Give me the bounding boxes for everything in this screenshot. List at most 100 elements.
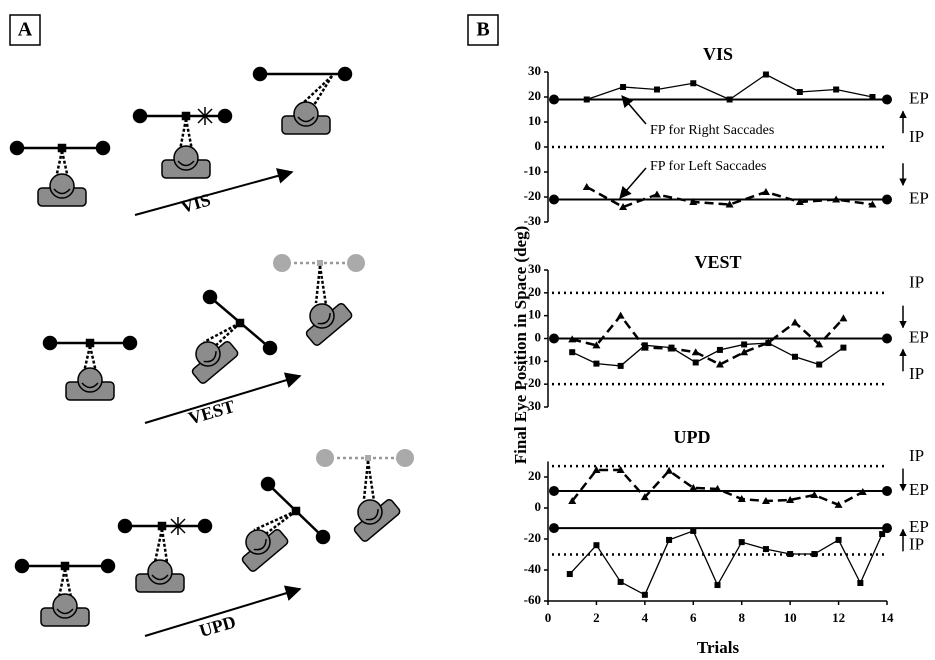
side-label: IP bbox=[909, 273, 924, 292]
side-label: EP bbox=[909, 517, 929, 536]
marker bbox=[568, 497, 577, 505]
marker bbox=[713, 484, 722, 492]
marker bbox=[640, 493, 649, 501]
y-tick-label: 20 bbox=[528, 468, 541, 483]
fixation-point bbox=[549, 194, 559, 205]
marker bbox=[689, 198, 698, 205]
marker bbox=[869, 94, 876, 100]
marker bbox=[690, 80, 697, 87]
marker bbox=[690, 527, 697, 534]
y-tick-label: 0 bbox=[535, 499, 542, 514]
marker bbox=[569, 349, 576, 356]
marker bbox=[740, 348, 749, 356]
marker bbox=[764, 338, 773, 346]
marker bbox=[816, 361, 823, 368]
marker bbox=[641, 591, 648, 598]
fixation-point bbox=[882, 94, 892, 105]
marker bbox=[568, 335, 577, 343]
marker bbox=[761, 188, 770, 195]
annotation-arrow bbox=[621, 95, 647, 125]
chart-title: UPD bbox=[674, 427, 711, 447]
marker bbox=[832, 195, 841, 203]
fixation-point bbox=[882, 333, 892, 344]
marker bbox=[839, 314, 848, 322]
x-tick-label: 12 bbox=[832, 610, 845, 625]
series-line bbox=[571, 342, 844, 367]
marker bbox=[786, 495, 795, 503]
marker bbox=[810, 490, 819, 498]
marker bbox=[833, 86, 840, 93]
annotation: FP for Left Saccades bbox=[650, 159, 767, 174]
fixation-point bbox=[549, 523, 559, 534]
marker bbox=[689, 483, 698, 491]
x-tick-label: 0 bbox=[545, 610, 552, 625]
side-label: IP bbox=[909, 364, 924, 383]
y-tick-label: -10 bbox=[524, 352, 541, 367]
side-label: IP bbox=[909, 446, 924, 465]
panel-label: B bbox=[476, 19, 489, 41]
diagram-label: VEST bbox=[186, 396, 237, 428]
marker bbox=[762, 71, 769, 78]
marker bbox=[835, 536, 842, 543]
marker bbox=[617, 362, 624, 369]
y-tick-label: 10 bbox=[528, 307, 541, 322]
side-label: EP bbox=[909, 327, 929, 346]
marker bbox=[762, 546, 769, 553]
marker bbox=[879, 531, 886, 538]
y-tick-label: 10 bbox=[528, 113, 541, 128]
marker bbox=[811, 551, 818, 558]
x-tick-label: 14 bbox=[881, 610, 895, 625]
marker bbox=[725, 200, 734, 208]
y-tick-label: -30 bbox=[524, 398, 541, 413]
panel-box bbox=[467, 14, 499, 46]
chart-title: VEST bbox=[694, 252, 741, 272]
diagram bbox=[9, 66, 414, 637]
marker bbox=[787, 551, 794, 558]
y-tick-label: -10 bbox=[524, 163, 541, 178]
marker bbox=[592, 341, 601, 349]
marker bbox=[566, 571, 573, 578]
marker bbox=[741, 341, 748, 348]
y-axis-label: Final Eye Position in Space (deg) bbox=[511, 226, 530, 464]
panel-label: A bbox=[18, 19, 33, 41]
side-label: EP bbox=[909, 480, 929, 499]
marker bbox=[868, 200, 877, 208]
marker bbox=[790, 318, 799, 326]
marker bbox=[665, 466, 674, 474]
marker bbox=[593, 360, 600, 367]
y-tick-label: 20 bbox=[528, 88, 541, 103]
side-label: IP bbox=[909, 127, 924, 146]
y-tick-label: 30 bbox=[528, 63, 541, 78]
series-line bbox=[571, 313, 845, 366]
y-tick-label: -20 bbox=[524, 375, 541, 390]
marker bbox=[692, 359, 699, 366]
y-tick-label: 0 bbox=[535, 329, 542, 344]
marker bbox=[761, 497, 770, 505]
fixation-point bbox=[882, 523, 892, 534]
diagram-label: UPD bbox=[197, 611, 238, 640]
y-tick-label: -30 bbox=[524, 213, 541, 228]
chart-title: VIS bbox=[703, 44, 733, 64]
marker bbox=[616, 311, 625, 319]
marker bbox=[582, 183, 591, 190]
marker bbox=[714, 582, 721, 589]
marker bbox=[583, 96, 590, 103]
y-tick-label: -20 bbox=[524, 530, 541, 545]
marker bbox=[834, 500, 843, 508]
fixation-point bbox=[549, 333, 559, 344]
y-tick-label: 20 bbox=[528, 284, 541, 299]
y-tick-label: -60 bbox=[524, 592, 541, 607]
annotation: FP for Right Saccades bbox=[650, 123, 774, 138]
marker bbox=[620, 84, 627, 90]
y-tick-label: 30 bbox=[528, 261, 541, 276]
fixation-point bbox=[882, 194, 892, 205]
y-tick-label: -40 bbox=[524, 561, 541, 576]
marker bbox=[716, 346, 723, 353]
marker bbox=[858, 488, 867, 496]
marker bbox=[667, 344, 676, 352]
marker bbox=[815, 340, 824, 348]
diagram-label: VIS bbox=[178, 189, 212, 216]
side-label: EP bbox=[909, 88, 929, 107]
